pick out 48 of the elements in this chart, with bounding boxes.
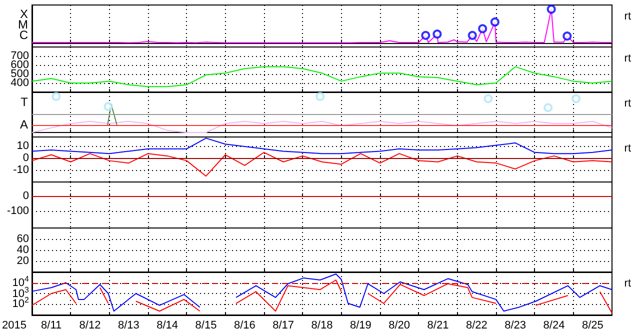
y-tick-label: 0 [22,189,29,204]
point [484,94,493,104]
y-tick-label: 400 [10,77,29,90]
x-tick-label: 8/25 [582,320,604,332]
y-tick-label: -10 [13,163,29,178]
line-series [32,152,612,177]
y-tick-label: 0 [22,151,29,165]
point [316,92,325,101]
point [546,4,556,14]
x-tick-label: 8/22 [466,320,488,332]
text: rt [624,98,632,110]
y-tick-label: 40 [16,243,29,256]
x-axis-title: 2015 [2,320,26,332]
y-tick-label: 10 [16,139,29,153]
y-tick-label: -100 [6,204,29,218]
point [478,24,488,34]
point [544,103,553,112]
line-series [32,138,612,154]
text: rt [624,10,632,22]
x-tick-label: 8/23 [504,320,526,332]
point [52,92,61,101]
y-tick-label: 60 [16,232,29,245]
x-tick-label: 8/13 [118,320,140,332]
text: rt [624,142,632,154]
x-tick-label: 8/19 [350,320,372,332]
text: A [20,117,28,132]
line-series [32,66,612,88]
point [432,30,442,39]
point [104,102,113,112]
x-tick-label: 8/18 [311,320,333,332]
x-tick-label: 8/15 [195,320,217,332]
point [562,32,572,41]
x-tick-label: 8/14 [156,320,178,332]
y-tick-label: 20 [16,254,29,268]
x-tick-label: 8/12 [79,320,101,332]
x-tick-label: 8/17 [272,320,294,332]
point [490,17,500,26]
x-tick-label: 8/11 [41,320,62,332]
point [572,94,581,104]
x-tick-label: 8/21 [427,320,449,332]
text: rt [624,52,632,64]
x-tick-label: 8/16 [234,320,256,332]
point [468,30,477,40]
text: rt [624,278,632,290]
point [421,30,430,40]
text: T [20,94,29,109]
x-tick-label: 8/20 [388,320,410,332]
x-tick-label: 8/24 [543,320,565,332]
